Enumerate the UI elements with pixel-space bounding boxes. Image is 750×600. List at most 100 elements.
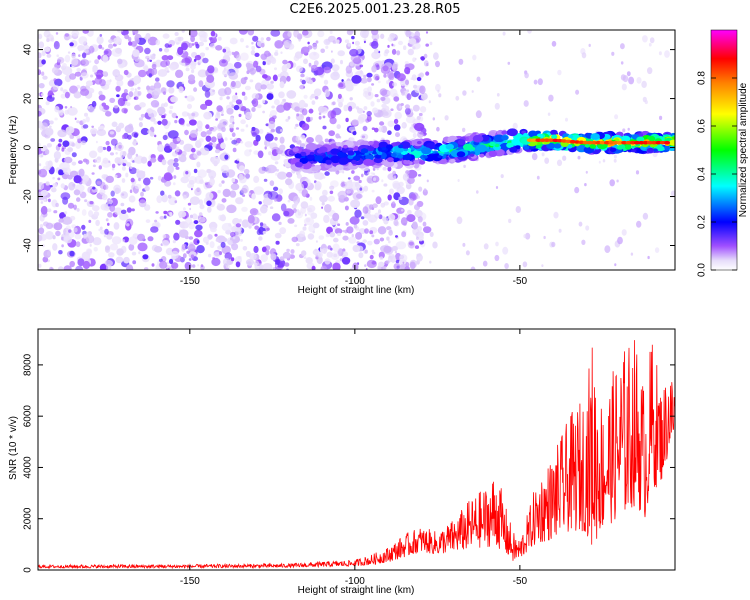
heatmap-noise-cell [258,128,264,134]
heatmap-noise-cell [61,244,64,248]
heatmap-noise-cell [95,140,98,144]
heatmap-ridge-cell [456,151,466,158]
heatmap-noise-cell [81,251,91,261]
heatmap-noise-cell [362,125,368,132]
heatmap-noise-cell [115,256,124,264]
heatmap-ridge-cell [306,154,315,160]
heatmap-ridge-cell [316,149,323,154]
heatmap-noise-cell [81,179,87,185]
heatmap-ridge-core [531,138,538,142]
heatmap-noise-cell [246,70,250,75]
heatmap-noise-cell [398,196,403,200]
heatmap-noise-cell [165,60,170,66]
heatmap-noise-cell [213,251,221,258]
heatmap-noise-cell [387,44,390,48]
heatmap-noise-cell [379,256,384,261]
heatmap-noise-cell [354,209,362,218]
heatmap-noise-cell [128,91,134,98]
heatmap-noise-cell [188,221,196,230]
heatmap-noise-cell [108,160,111,163]
heatmap-ridge-cell [523,145,530,150]
heatmap-ridge-cell [537,133,543,138]
heatmap-noise-cell [44,46,51,53]
heatmap-noise-cell [417,195,421,199]
heatmap-noise-cell [337,50,346,57]
heatmap-noise-cell [38,142,41,148]
heatmap-noise-cell [38,52,42,59]
heatmap-ridge-cell [485,148,491,152]
heatmap-noise-cell [351,119,359,126]
heatmap-noise-cell [383,183,388,187]
heatmap-noise-cell [204,99,213,107]
heatmap-noise-cell [368,91,372,96]
heatmap-noise-cell [304,213,307,217]
heatmap-noise-cell [196,240,200,244]
heatmap-noise-cell [41,122,48,130]
heatmap-noise-cell [298,99,306,109]
heatmap-noise-cell [345,65,353,74]
heatmap-noise-cell [295,65,303,73]
heatmap-noise-cell [348,236,357,244]
heatmap-noise-cell [245,124,249,128]
heatmap-noise-cell [417,253,422,257]
heatmap-noise-cell [217,36,222,41]
heatmap-noise-cell [327,195,335,202]
heatmap-noise-cell [369,230,374,235]
heatmap-noise-cell [636,220,642,228]
heatmap-noise-cell [187,244,196,253]
heatmap-noise-cell [186,250,190,254]
heatmap-noise-cell [132,49,140,57]
y-tick-label: 0 [23,567,34,573]
heatmap-noise-cell [67,202,75,209]
heatmap-noise-cell [256,212,260,216]
heatmap-noise-cell [99,181,106,189]
heatmap-noise-cell [621,229,627,236]
heatmap-noise-cell [170,250,179,260]
heatmap-ridge-core [634,140,640,145]
heatmap-noise-cell [241,206,248,212]
heatmap-noise-cell [191,112,196,117]
heatmap-noise-cell [193,87,198,92]
heatmap-noise-cell [202,57,209,64]
heatmap-noise-cell [598,160,601,164]
heatmap-noise-cell [73,189,81,196]
heatmap-noise-cell [387,194,392,201]
heatmap-noise-cell [287,199,291,203]
x-tick-label: -100 [345,276,365,287]
heatmap-noise-cell [50,267,54,270]
heatmap-noise-cell [294,224,298,228]
heatmap-noise-cell [283,210,290,217]
snr-y-ticks: 0 2000 4000 6000 8000 [23,353,675,573]
heatmap-ridge-cell [347,150,355,156]
heatmap-noise-cell [299,230,306,238]
snr-x-ticks: -150 -100 -50 [180,329,528,587]
heatmap-noise-cell [602,159,606,163]
heatmap-noise-cell [374,94,379,98]
heatmap-noise-cell [169,212,173,217]
heatmap-noise-cell [131,251,137,256]
heatmap-noise-cell [199,147,210,156]
heatmap-noise-cell [77,137,82,144]
heatmap-noise-cell [109,131,115,135]
heatmap-noise-cell [163,113,167,117]
heatmap-noise-cell [323,79,329,85]
heatmap-noise-cell [233,104,240,111]
heatmap-ridge-cell [469,153,475,157]
heatmap-noise-cell [242,246,248,251]
heatmap-noise-cell [272,267,276,270]
heatmap-noise-cell [154,134,157,138]
heatmap-noise-cell [69,134,75,139]
heatmap-noise-cell [394,63,398,68]
heatmap-noise-cell [627,127,630,131]
heatmap-noise-cell [301,108,308,116]
heatmap-noise-cell [391,48,397,55]
heatmap-noise-cell [462,242,466,247]
heatmap-noise-cell [128,41,133,46]
heatmap-noise-cell [269,180,275,187]
heatmap-noise-cell [108,199,113,205]
heatmap-noise-cell [99,188,106,195]
heatmap-noise-cell [253,186,264,195]
heatmap-noise-cell [283,159,289,164]
heatmap-noise-cell [196,187,200,192]
heatmap-noise-cell [120,209,127,214]
